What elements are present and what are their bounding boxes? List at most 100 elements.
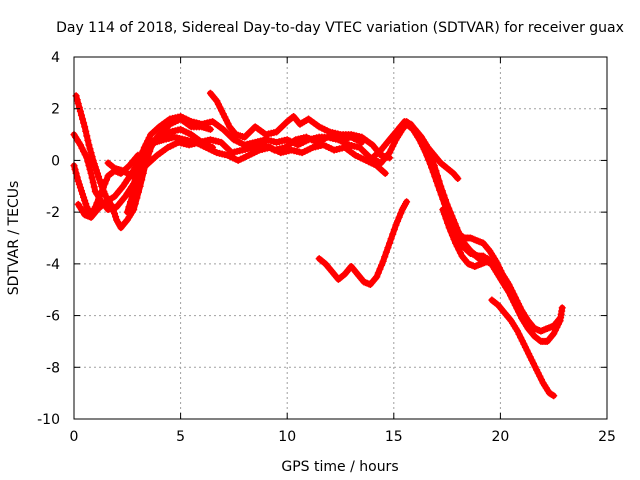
data-point [389, 230, 397, 238]
data-point [384, 244, 392, 252]
data-point [79, 190, 87, 198]
data-point [432, 167, 440, 175]
data-point [390, 139, 398, 147]
data-point [93, 169, 101, 177]
data-point [78, 144, 86, 152]
data-point [430, 162, 438, 170]
data-point [320, 259, 328, 267]
data-point [382, 248, 390, 256]
data-point [442, 215, 450, 223]
data-point [76, 184, 84, 192]
data-point [96, 176, 104, 184]
data-point [373, 273, 381, 281]
data-point [378, 261, 386, 269]
data-point [73, 96, 81, 104]
data-point [505, 281, 513, 289]
data-point [81, 151, 89, 159]
data-point [386, 149, 394, 157]
data-point [128, 193, 136, 201]
data-point [508, 287, 516, 295]
data-point [418, 133, 426, 141]
data-point [389, 142, 397, 150]
data-point [394, 217, 402, 225]
data-point [523, 346, 531, 354]
data-point [80, 119, 88, 127]
data-point [528, 356, 536, 364]
data-point [77, 111, 85, 119]
data-point [427, 154, 435, 162]
data-point [484, 257, 492, 265]
data-point [112, 213, 120, 221]
data-point [450, 235, 458, 243]
data-point [76, 141, 84, 149]
y-tick-label: 2 [51, 102, 60, 118]
data-point [507, 284, 515, 292]
data-point [438, 187, 446, 195]
data-point [379, 257, 387, 265]
data-point [87, 169, 95, 177]
y-tick-label: -6 [46, 309, 60, 325]
data-point [446, 208, 454, 216]
series-band [105, 121, 566, 345]
data-point [454, 228, 462, 236]
data-point [76, 107, 84, 115]
data-point [439, 206, 447, 214]
data-point [550, 330, 558, 338]
data-point [387, 235, 395, 243]
data-point [81, 197, 89, 205]
data-point [395, 213, 403, 221]
data-point [403, 198, 411, 206]
data-point [419, 136, 427, 144]
data-point [224, 120, 232, 128]
data-point [216, 103, 224, 111]
data-point [81, 123, 89, 131]
chart-title: Day 114 of 2018, Sidereal Day-to-day VTE… [56, 20, 624, 36]
data-point [461, 241, 469, 249]
data-point [111, 209, 119, 217]
data-point [521, 343, 529, 351]
data-point [84, 136, 92, 144]
data-point [130, 187, 138, 195]
series-arc-11 [315, 198, 411, 289]
data-point [75, 180, 83, 188]
data-point [92, 166, 100, 174]
data-point [410, 124, 418, 132]
data-point [101, 180, 109, 188]
data-point [108, 203, 116, 211]
data-point [90, 160, 98, 168]
x-tick-label: 20 [491, 429, 509, 445]
data-point [339, 271, 347, 279]
data-point [536, 372, 544, 380]
data-point [442, 196, 450, 204]
data-point [453, 224, 461, 232]
data-point [531, 363, 539, 371]
data-point [437, 182, 445, 190]
data-point [513, 327, 521, 335]
y-axis-label: SDTVAR / TECUs [6, 181, 22, 296]
data-point [95, 173, 103, 181]
data-point [456, 249, 464, 257]
data-point [510, 290, 518, 298]
data-point [451, 220, 459, 228]
data-point [133, 176, 141, 184]
data-point [520, 340, 528, 348]
data-point [145, 134, 153, 142]
series-band [397, 118, 564, 335]
data-point [71, 165, 79, 173]
data-point [376, 265, 384, 273]
data-point [82, 200, 90, 208]
data-point [445, 224, 453, 232]
data-point [219, 110, 227, 118]
data-point [513, 297, 521, 305]
data-point [440, 210, 448, 218]
data-point [526, 353, 534, 361]
data-point [537, 376, 545, 384]
data-point [456, 231, 464, 239]
data-point [435, 177, 443, 185]
x-tick-label: 15 [385, 429, 403, 445]
data-point [123, 208, 131, 216]
data-point [82, 127, 90, 135]
data-point [525, 350, 533, 358]
data-point [139, 155, 147, 163]
